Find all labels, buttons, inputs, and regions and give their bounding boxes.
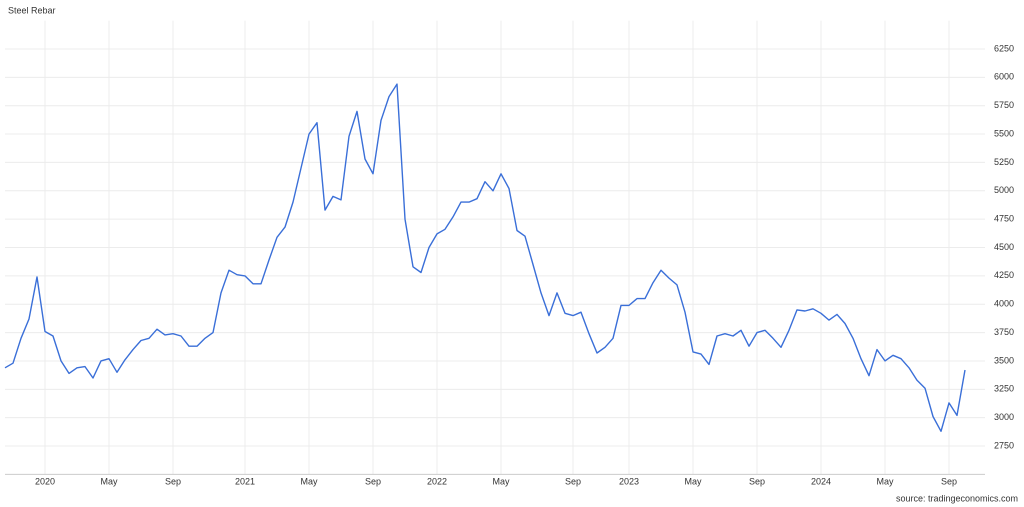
y-tick-label: 3500 [994,355,1014,365]
x-tick-label: 2021 [235,476,255,486]
y-tick-label: 5250 [994,157,1014,167]
x-tick-label: May [876,476,894,486]
y-tick-label: 4000 [994,299,1014,309]
x-tick-label: 2023 [619,476,639,486]
x-tick-label: 2022 [427,476,447,486]
y-tick-label: 3750 [994,327,1014,337]
x-tick-label: May [100,476,118,486]
y-tick-label: 4500 [994,242,1014,252]
x-tick-label: Sep [365,476,381,486]
x-tick-label: Sep [941,476,957,486]
x-tick-label: May [684,476,702,486]
y-tick-label: 6000 [994,72,1014,82]
y-tick-label: 2750 [994,440,1014,450]
price-line [4,83,966,432]
y-tick-label: 6250 [994,43,1014,53]
y-tick-label: 3250 [994,384,1014,394]
y-tick-label: 4750 [994,214,1014,224]
y-tick-label: 5750 [994,100,1014,110]
y-tick-label: 5000 [994,185,1014,195]
x-tick-label: 2024 [811,476,831,486]
x-tick-label: Sep [565,476,581,486]
x-tick-label: 2020 [35,476,55,486]
source: source: tradingeconomics.com [896,493,1018,503]
y-tick-label: 4250 [994,270,1014,280]
x-tick-label: Sep [165,476,181,486]
y-tick-label: 3000 [994,412,1014,422]
chart-title: Steel Rebar [8,5,56,15]
x-tick-label: May [300,476,318,486]
x-tick-label: May [492,476,510,486]
x-tick-label: Sep [749,476,765,486]
y-tick-label: 5500 [994,128,1014,138]
